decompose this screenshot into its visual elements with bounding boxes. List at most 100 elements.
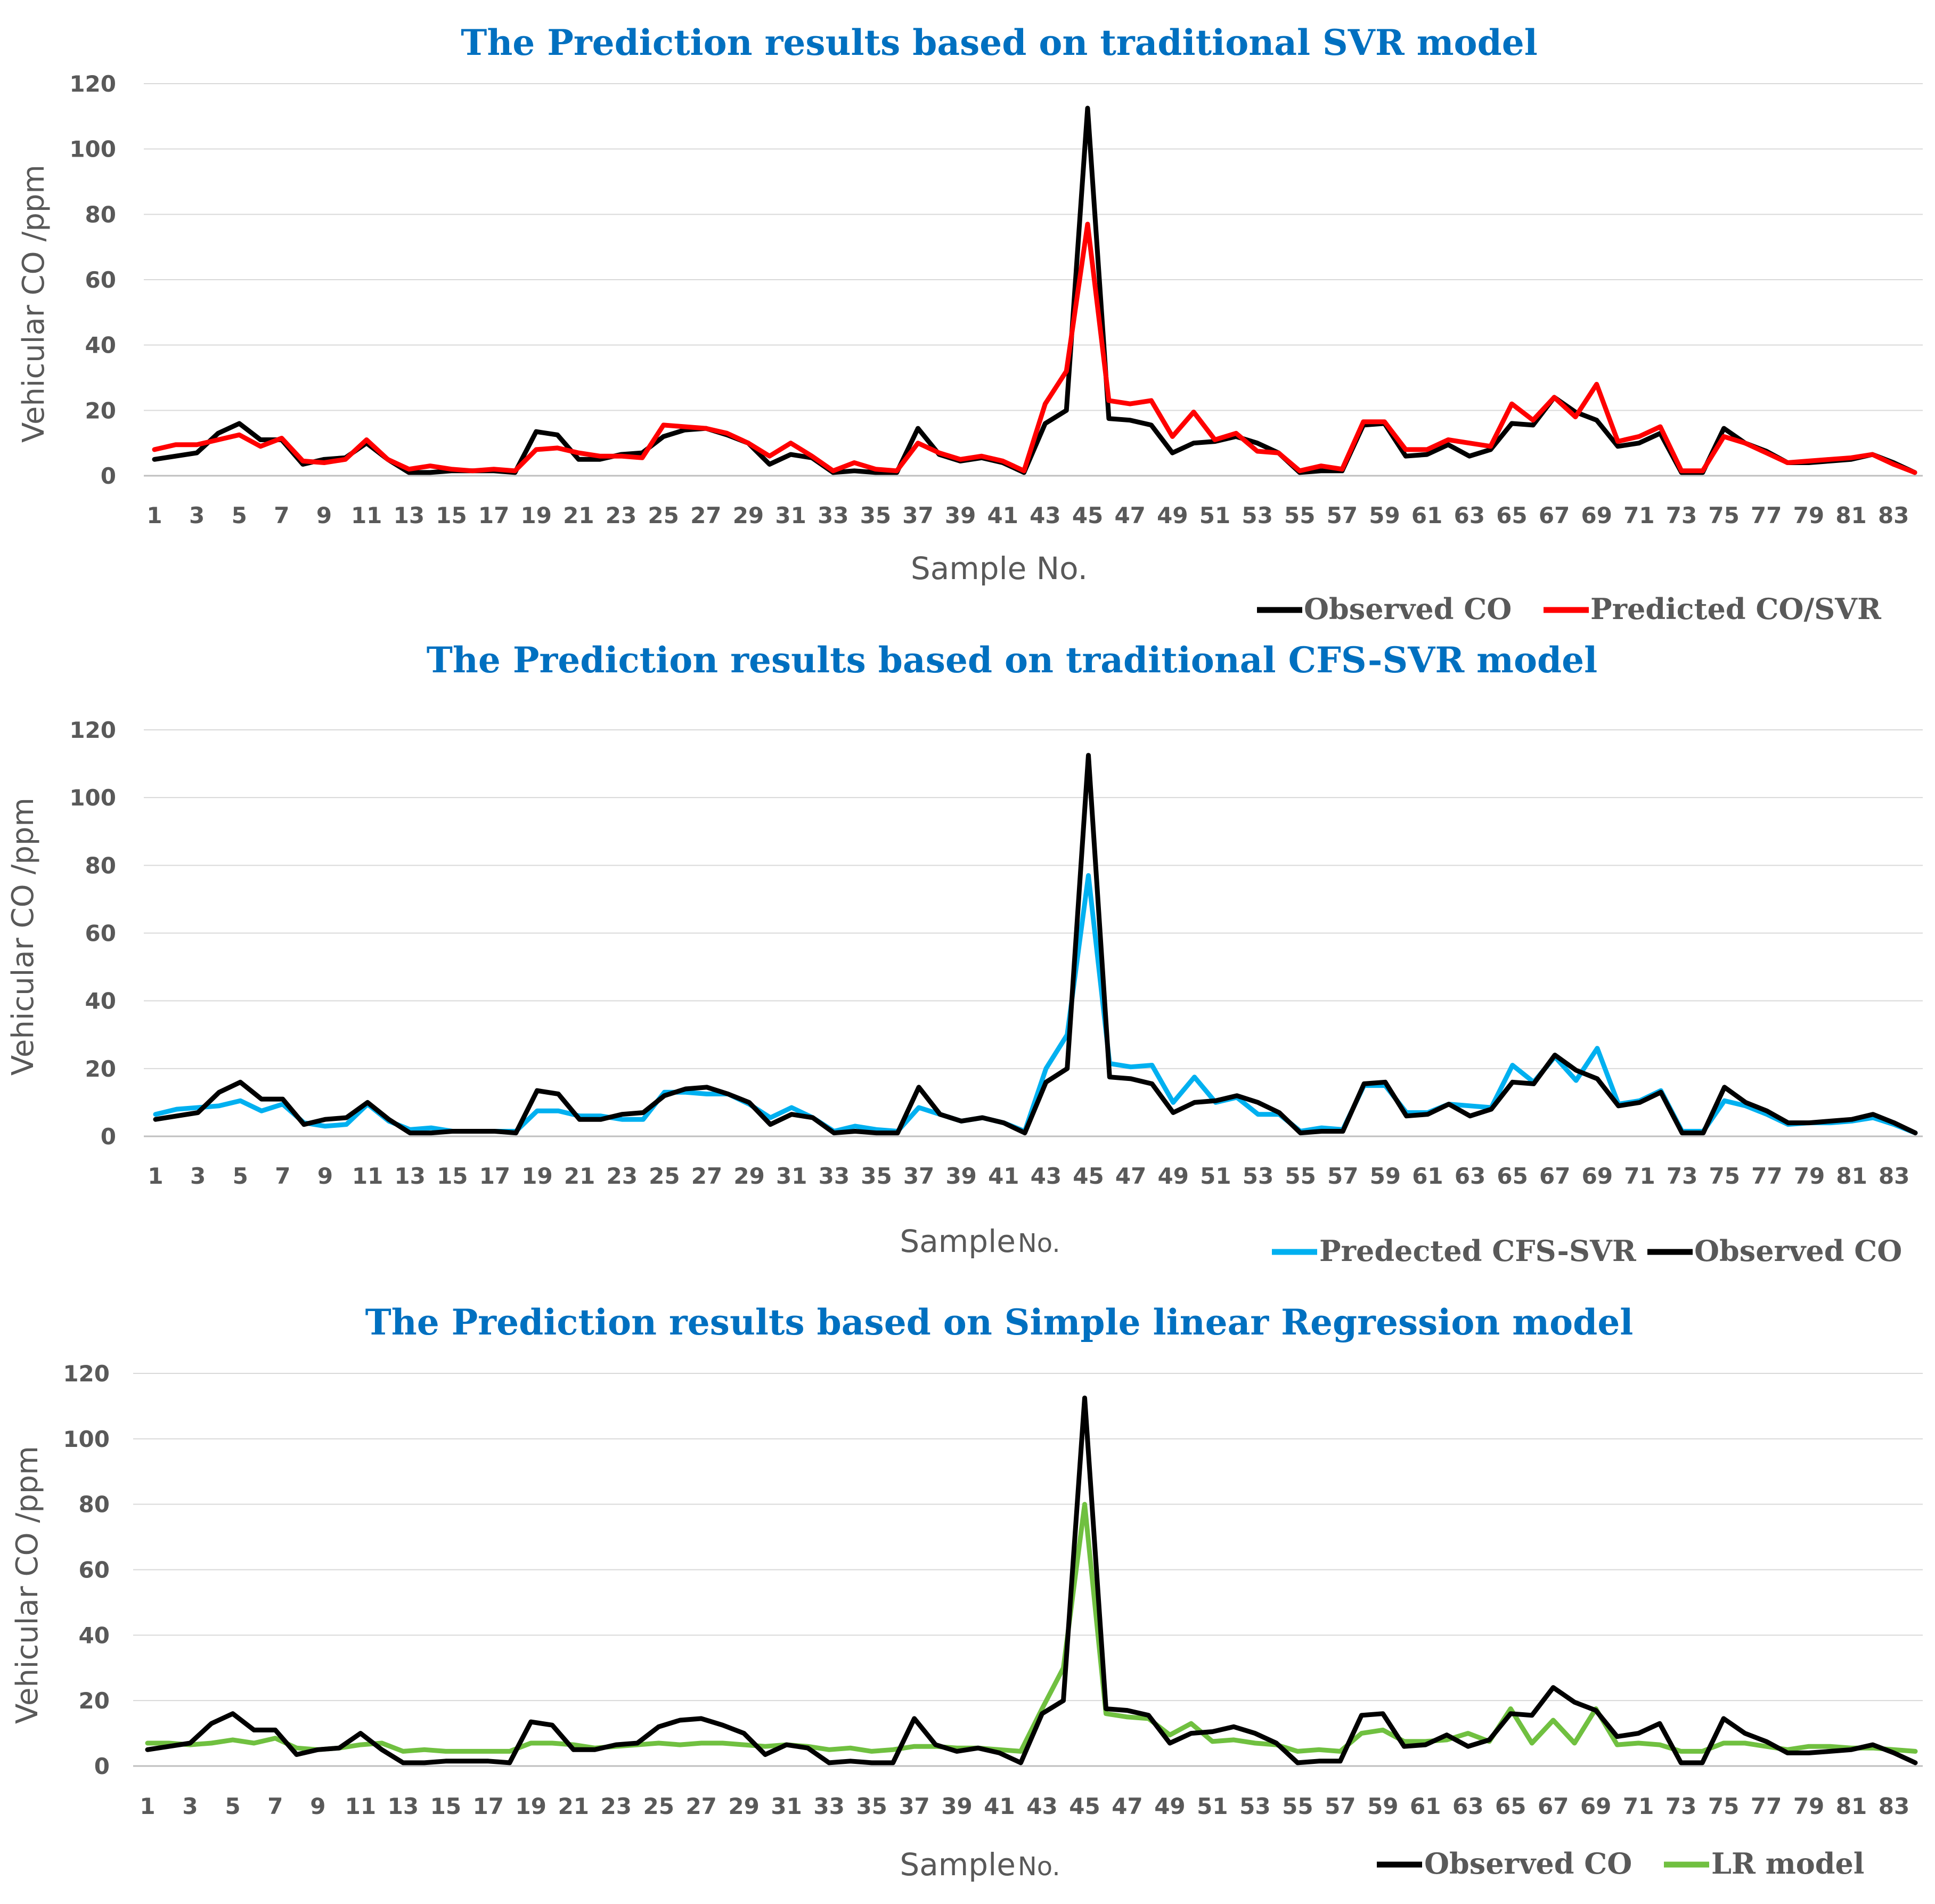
grid <box>133 1373 1923 1767</box>
x-tick-label: 25 <box>648 502 679 528</box>
x-tick-label: 27 <box>690 502 721 528</box>
x-tick-label: 39 <box>945 502 976 528</box>
x-tick-label: 59 <box>1367 1793 1398 1819</box>
x-tick-label: 3 <box>182 1793 198 1819</box>
x-tick-label: 23 <box>607 1163 638 1189</box>
x-tick-label: 1 <box>140 1793 155 1819</box>
x-tick-label: 61 <box>1410 1793 1441 1819</box>
x-tick-label: 65 <box>1497 1163 1528 1189</box>
x-tick-label: 55 <box>1285 1163 1316 1189</box>
x-tick-label: 7 <box>275 1163 290 1189</box>
series-line-predicted <box>145 1502 1918 1754</box>
x-tick-label: 77 <box>1751 502 1782 528</box>
x-tick-label: 51 <box>1199 502 1230 528</box>
legend-item-predicted: LR model <box>1664 1846 1864 1881</box>
x-tick-label: 43 <box>1026 1793 1057 1819</box>
x-tick-label: 37 <box>899 1793 929 1819</box>
x-axis: 1 3 5 7 9 11 13 15 17 19 21 23 25 27 29 31 33 35 37 39 41 43 4… <box>146 502 1909 528</box>
grid <box>144 83 1923 477</box>
x-tick-label: 67 <box>1538 1793 1569 1819</box>
x-tick-label: 13 <box>388 1793 419 1819</box>
x-tick-label: 65 <box>1495 1793 1526 1819</box>
x-tick-label: 25 <box>643 1793 674 1819</box>
x-tick-label: 19 <box>521 502 552 528</box>
x-tick-label: 15 <box>436 502 467 528</box>
series-group <box>145 1395 1918 1765</box>
x-axis-label-suffix: No. <box>1018 1852 1060 1882</box>
x-tick-label: 63 <box>1452 1793 1483 1819</box>
x-tick-label: 21 <box>563 502 594 528</box>
y-tick-label: 0 <box>94 1753 110 1779</box>
y-axis-label: Vehicular CO /ppm <box>17 165 51 443</box>
x-tick-label: 47 <box>1112 1793 1142 1819</box>
x-tick-label: 41 <box>988 1163 1019 1189</box>
x-tick-label: 55 <box>1284 502 1315 528</box>
x-tick-label: 29 <box>728 1793 759 1819</box>
x-tick-label: 51 <box>1200 1163 1231 1189</box>
x-tick-label: 53 <box>1239 1793 1270 1819</box>
x-tick-label: 33 <box>818 502 848 528</box>
x-tick-label: 3 <box>190 1163 206 1189</box>
legend-item-predicted: Predicted CO/SVR <box>1544 592 1882 626</box>
x-tick-label: 3 <box>189 502 205 528</box>
x-tick-label: 43 <box>1030 502 1060 528</box>
x-tick-label: 7 <box>267 1793 283 1819</box>
x-tick-label: 35 <box>860 502 891 528</box>
x-tick-label: 53 <box>1243 1163 1273 1189</box>
y-tick-label: 0 <box>101 463 116 489</box>
x-tick-label: 57 <box>1327 1163 1358 1189</box>
legend-label-observed: Observed CO <box>1304 592 1512 626</box>
chart-title: The Prediction results based on Simple l… <box>365 1301 1634 1343</box>
x-tick-label: 7 <box>274 502 289 528</box>
x-axis-label-suffix: No. <box>1018 1228 1060 1258</box>
y-tick-label: 60 <box>79 1557 110 1583</box>
x-tick-label: 79 <box>1793 1793 1824 1819</box>
y-tick-label: 120 <box>63 1361 110 1387</box>
x-tick-label: 13 <box>394 502 424 528</box>
x-axis-label-main: Sample <box>900 1846 1015 1883</box>
x-tick-label: 33 <box>813 1793 844 1819</box>
y-axis-label: Vehicular CO /ppm <box>6 798 40 1076</box>
y-tick-label: 40 <box>85 332 116 359</box>
x-tick-label: 49 <box>1154 1793 1185 1819</box>
legend-item-observed: Observed CO <box>1377 1846 1632 1881</box>
x-tick-label: 45 <box>1073 1163 1104 1189</box>
x-tick-label: 9 <box>316 502 332 528</box>
x-tick-label: 53 <box>1242 502 1272 528</box>
legend: Observed CO LR model <box>1377 1846 1864 1881</box>
legend: Predected CFS-SVR Observed CO <box>1272 1234 1902 1268</box>
y-tick-label: 100 <box>63 1426 110 1452</box>
x-axis-label: Sample No. <box>911 550 1088 587</box>
legend-label-observed: Observed CO <box>1424 1846 1632 1881</box>
y-tick-label: 120 <box>69 717 116 743</box>
x-tick-label: 59 <box>1370 1163 1401 1189</box>
x-tick-label: 35 <box>856 1793 887 1819</box>
y-tick-label: 20 <box>85 1056 116 1082</box>
y-axis: 0 20 40 60 80 100 120 <box>63 1361 110 1779</box>
x-tick-label: 31 <box>775 502 806 528</box>
legend: Observed CO Predicted CO/SVR <box>1257 592 1882 626</box>
x-tick-label: 11 <box>352 1163 383 1189</box>
y-tick-label: 20 <box>85 397 116 424</box>
x-tick-label: 63 <box>1454 502 1485 528</box>
x-tick-label: 25 <box>649 1163 680 1189</box>
x-tick-label: 37 <box>903 1163 934 1189</box>
x-tick-label: 41 <box>984 1793 1015 1819</box>
x-tick-label: 81 <box>1835 502 1866 528</box>
x-tick-label: 73 <box>1667 1163 1697 1189</box>
series-line-observed <box>153 753 1918 1136</box>
x-tick-label: 19 <box>521 1163 552 1189</box>
x-tick-label: 71 <box>1624 1163 1655 1189</box>
x-tick-label: 63 <box>1455 1163 1485 1189</box>
x-axis-label: SampleNo. <box>900 1846 1060 1883</box>
x-tick-label: 39 <box>945 1163 976 1189</box>
y-tick-label: 80 <box>79 1492 110 1518</box>
x-tick-label: 79 <box>1794 1163 1825 1189</box>
series-line-predicted <box>152 222 1917 475</box>
x-tick-label: 71 <box>1623 502 1654 528</box>
x-tick-label: 45 <box>1069 1793 1100 1819</box>
x-tick-label: 9 <box>310 1793 325 1819</box>
y-axis: 0 20 40 60 80 100 120 <box>69 717 116 1150</box>
x-axis-label: SampleNo. <box>900 1223 1060 1259</box>
x-tick-label: 31 <box>771 1793 802 1819</box>
